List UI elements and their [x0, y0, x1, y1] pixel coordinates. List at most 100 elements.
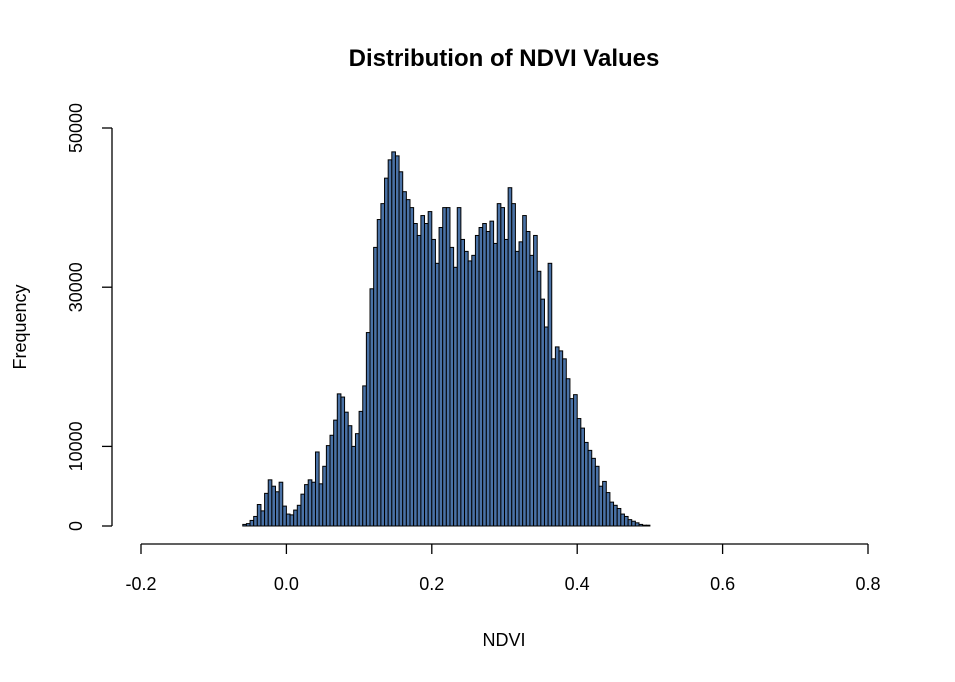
histogram-bar	[289, 514, 295, 527]
histogram-bar	[580, 427, 585, 527]
histogram-bar	[434, 262, 440, 527]
histogram-bar	[296, 504, 302, 527]
histogram-bar	[420, 215, 426, 527]
histogram-bar	[318, 483, 324, 527]
histogram-bar	[620, 513, 625, 527]
histogram-bar	[413, 223, 418, 527]
histogram-bar	[245, 523, 251, 527]
y-axis-label: Frequency	[10, 284, 30, 369]
histogram-bar	[442, 207, 447, 527]
histogram-bar	[500, 207, 505, 527]
x-tick-label: 0.0	[274, 574, 299, 594]
histogram-bar	[522, 215, 527, 527]
histogram-bar	[424, 223, 429, 527]
histogram-bar	[547, 262, 553, 527]
histogram-bar	[478, 227, 484, 527]
histogram-bar	[362, 385, 367, 527]
x-axis-label: NDVI	[482, 630, 525, 650]
x-tick-label: -0.2	[125, 574, 156, 594]
histogram-bar	[605, 492, 611, 527]
histogram-bar	[253, 515, 258, 527]
x-tick-label: 0.4	[565, 574, 590, 594]
histogram-bar	[627, 519, 633, 527]
histogram-bar	[340, 396, 346, 527]
histogram-bar	[394, 155, 400, 527]
histogram-bar	[376, 219, 382, 527]
histogram-bar	[285, 513, 291, 527]
histogram-bar	[304, 484, 309, 527]
histogram-bar	[409, 207, 415, 527]
histogram-bar	[398, 171, 404, 527]
histogram-bar	[449, 246, 455, 527]
histogram-bar	[293, 509, 298, 527]
histogram-bar	[551, 358, 556, 527]
histogram-bar	[369, 288, 375, 527]
histogram-bar	[402, 191, 407, 527]
histogram-bar	[405, 199, 411, 527]
histogram-bar	[387, 159, 393, 527]
x-tick-label: 0.6	[710, 574, 735, 594]
histogram-bar	[638, 523, 644, 527]
histogram-bar	[623, 515, 629, 527]
histogram-bar	[307, 479, 313, 527]
histogram-bar	[260, 510, 266, 527]
histogram-bar	[569, 398, 575, 527]
histogram-bar	[598, 485, 604, 527]
histogram-bar	[493, 242, 498, 527]
histogram-bar	[242, 523, 247, 527]
histogram-bar	[558, 350, 564, 527]
histogram-bar	[616, 507, 622, 527]
histogram-bar	[373, 246, 378, 527]
histogram-bar	[576, 418, 582, 527]
y-axis: 0 10000 30000 50000	[66, 103, 113, 531]
histogram-bar	[525, 230, 531, 527]
histogram-bar	[536, 270, 542, 527]
histogram-bar	[460, 238, 466, 527]
histogram-bar	[471, 254, 476, 527]
histogram-bar	[504, 238, 509, 527]
histogram-bar	[489, 220, 495, 527]
histogram-bar	[445, 207, 451, 527]
histogram-bar	[344, 411, 349, 527]
histogram-bar	[467, 260, 473, 527]
histogram-bar	[642, 524, 647, 527]
histogram-bar	[456, 207, 462, 527]
histogram-bar	[333, 419, 338, 527]
histogram-bar	[391, 151, 396, 527]
histogram-bar	[351, 445, 356, 527]
histogram-bar	[256, 504, 262, 527]
histogram-bar	[514, 250, 520, 527]
histogram-bar	[249, 519, 255, 527]
histogram-bar	[482, 223, 487, 527]
histogram-bar	[554, 346, 560, 527]
histogram-bar	[587, 449, 593, 527]
histogram-bar	[533, 234, 538, 527]
histogram-bar	[431, 238, 436, 527]
histogram-bar	[543, 326, 549, 527]
histogram-bar	[511, 203, 516, 527]
histogram-bar	[300, 493, 306, 527]
y-tick-label: 10000	[66, 421, 86, 471]
histogram-bar	[609, 501, 615, 527]
histogram-bar	[347, 425, 353, 527]
histogram-bar	[507, 187, 513, 527]
histogram-bar	[474, 234, 480, 527]
histogram-bar	[562, 358, 567, 527]
histogram-bar	[365, 332, 371, 527]
histogram-bar	[496, 203, 502, 527]
histogram-bar	[325, 445, 331, 527]
histogram-bar	[380, 203, 386, 527]
histogram-bar	[282, 505, 287, 527]
y-tick-label: 30000	[66, 262, 86, 312]
histogram-bar	[278, 481, 284, 527]
histogram-bar	[336, 393, 342, 527]
histogram-bar	[427, 211, 433, 527]
histogram-bar	[329, 434, 335, 527]
x-axis: -0.2 0.0 0.2 0.4 0.6 0.8	[125, 543, 881, 594]
histogram-bar	[416, 234, 422, 527]
histogram-bar	[453, 266, 458, 527]
histogram-bar	[540, 298, 545, 527]
x-tick-label: 0.8	[855, 574, 880, 594]
histogram-bar	[583, 441, 589, 527]
